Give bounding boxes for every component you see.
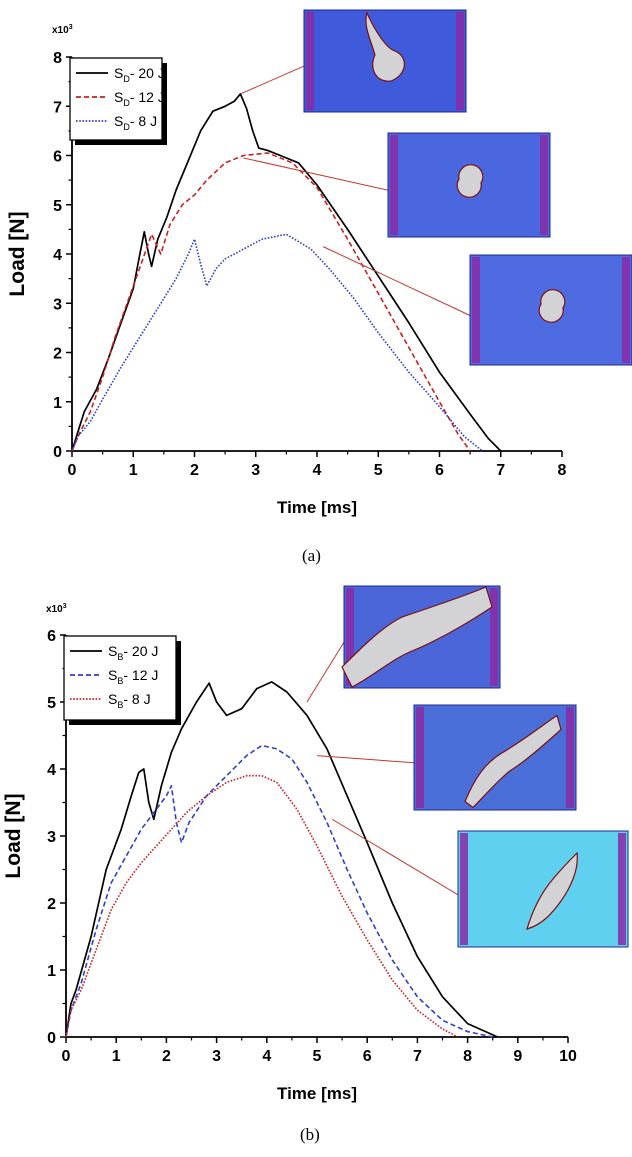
y-tick-label: 4 bbox=[47, 762, 56, 779]
y-multiplier-exponent: 3 bbox=[63, 603, 67, 610]
inset-callout-line-2 bbox=[316, 755, 415, 764]
x-axis-title: Time [ms] bbox=[277, 498, 357, 517]
inset-callout-line-2 bbox=[243, 157, 389, 191]
x-tick-label: 2 bbox=[190, 462, 199, 479]
inset-edge-left bbox=[306, 12, 314, 110]
y-tick-label: 6 bbox=[53, 149, 62, 166]
inset-damage-area bbox=[464, 714, 562, 809]
y-tick-label: 0 bbox=[47, 1030, 56, 1047]
inset-edge-right bbox=[622, 257, 630, 363]
legend-label-3: SB- 8 J bbox=[108, 691, 151, 710]
inset-callout-line-3 bbox=[331, 818, 459, 896]
inset-callout-line-1 bbox=[306, 641, 345, 703]
legend-label-3: SD- 8 J bbox=[114, 113, 157, 132]
inset-background bbox=[457, 830, 629, 948]
legend-label-1: SD- 20 J bbox=[114, 65, 165, 84]
y-multiplier: x103 bbox=[52, 24, 73, 36]
inset-edge-right bbox=[540, 135, 548, 235]
c-scan-inset-1 bbox=[341, 585, 501, 689]
x-tick-label: 8 bbox=[463, 1048, 472, 1065]
inset-damage-area bbox=[341, 586, 493, 688]
y-tick-label: 3 bbox=[53, 296, 62, 313]
x-tick-label: 2 bbox=[162, 1048, 171, 1065]
x-tick-label: 5 bbox=[374, 462, 383, 479]
x-tick-label: 3 bbox=[212, 1048, 221, 1065]
inset-edge-left bbox=[472, 257, 480, 363]
legend-label-2: SD- 12 J bbox=[114, 89, 165, 108]
inset-callout-line-3 bbox=[322, 246, 471, 316]
legend-box bbox=[69, 57, 163, 141]
y-multiplier-exponent: 3 bbox=[69, 24, 73, 31]
x-tick-label: 0 bbox=[62, 1048, 71, 1065]
caption-b: (b) bbox=[300, 1125, 320, 1144]
inset-edge-right bbox=[456, 12, 464, 110]
inset-edge-left bbox=[390, 135, 398, 235]
y-tick-label: 2 bbox=[53, 346, 62, 363]
y-tick-label: 2 bbox=[47, 896, 56, 913]
chart-b: 0 1 2 3 4 5 6 7 8 9 10 0 1 2 3 4 5 6 x103 Load [N] Time [ms]… bbox=[2, 585, 629, 1103]
inset-edge-left bbox=[460, 833, 468, 945]
series-line-1 bbox=[65, 681, 499, 1038]
inset-edge-left bbox=[346, 588, 354, 686]
x-tick-label: 1 bbox=[129, 462, 138, 479]
inset-edge-right bbox=[618, 833, 626, 945]
x-tick-label: 6 bbox=[363, 1048, 372, 1065]
c-scan-inset-3 bbox=[457, 830, 629, 948]
y-tick-label: 5 bbox=[47, 695, 56, 712]
x-tick-label: 3 bbox=[251, 462, 260, 479]
y-multiplier: x103 bbox=[46, 603, 67, 615]
x-tick-label: 7 bbox=[413, 1048, 422, 1065]
y-tick-label: 1 bbox=[53, 395, 62, 412]
c-scan-inset-3 bbox=[469, 254, 632, 366]
y-tick-label: 5 bbox=[53, 198, 62, 215]
c-scan-inset-1 bbox=[303, 9, 467, 113]
inset-damage-area bbox=[365, 11, 405, 82]
y-axis-title: Load [N] bbox=[2, 793, 25, 878]
x-tick-label: 7 bbox=[496, 462, 505, 479]
chart-a: 0 1 2 3 4 5 6 7 8 0 1 2 3 4 5 6 7 8 x103 Load [N] Time [ms] S… bbox=[6, 9, 632, 517]
x-tick-label: 9 bbox=[513, 1048, 522, 1065]
x-tick-label: 8 bbox=[558, 462, 567, 479]
x-tick-label: 6 bbox=[435, 462, 444, 479]
x-tick-label: 4 bbox=[313, 462, 322, 479]
series-line-3 bbox=[71, 233, 483, 452]
x-tick-label: 4 bbox=[262, 1048, 271, 1065]
y-tick-label: 4 bbox=[53, 247, 62, 264]
y-tick-label: 1 bbox=[47, 963, 56, 980]
legend-label-1: SB- 20 J bbox=[108, 643, 158, 662]
inset-damage-area bbox=[538, 289, 566, 323]
series-line-2 bbox=[71, 152, 471, 452]
c-scan-inset-2 bbox=[413, 704, 577, 811]
legend-label-2: SB- 12 J bbox=[108, 667, 158, 686]
y-tick-label: 7 bbox=[53, 99, 62, 116]
series-line-1 bbox=[71, 93, 502, 452]
inset-damage-area bbox=[456, 164, 484, 198]
y-axis-title: Load [N] bbox=[6, 211, 29, 296]
c-scan-inset-2 bbox=[387, 132, 551, 238]
legend-box bbox=[63, 635, 177, 721]
x-tick-label: 5 bbox=[313, 1048, 322, 1065]
x-axis-title: Time [ms] bbox=[277, 1084, 357, 1103]
y-tick-label: 3 bbox=[47, 829, 56, 846]
inset-edge-right bbox=[490, 588, 498, 686]
inset-edge-right bbox=[566, 707, 574, 808]
inset-edge-left bbox=[416, 707, 424, 808]
x-tick-label: 1 bbox=[112, 1048, 121, 1065]
inset-damage-area bbox=[526, 851, 578, 930]
y-tick-label: 0 bbox=[53, 444, 62, 461]
y-tick-label: 6 bbox=[47, 628, 56, 645]
inset-callout-line-1 bbox=[240, 65, 305, 95]
x-tick-label: 10 bbox=[559, 1048, 577, 1065]
caption-a: (a) bbox=[302, 546, 321, 565]
x-tick-label: 0 bbox=[68, 462, 77, 479]
y-tick-label: 8 bbox=[53, 50, 62, 67]
series-line-2 bbox=[65, 744, 493, 1038]
